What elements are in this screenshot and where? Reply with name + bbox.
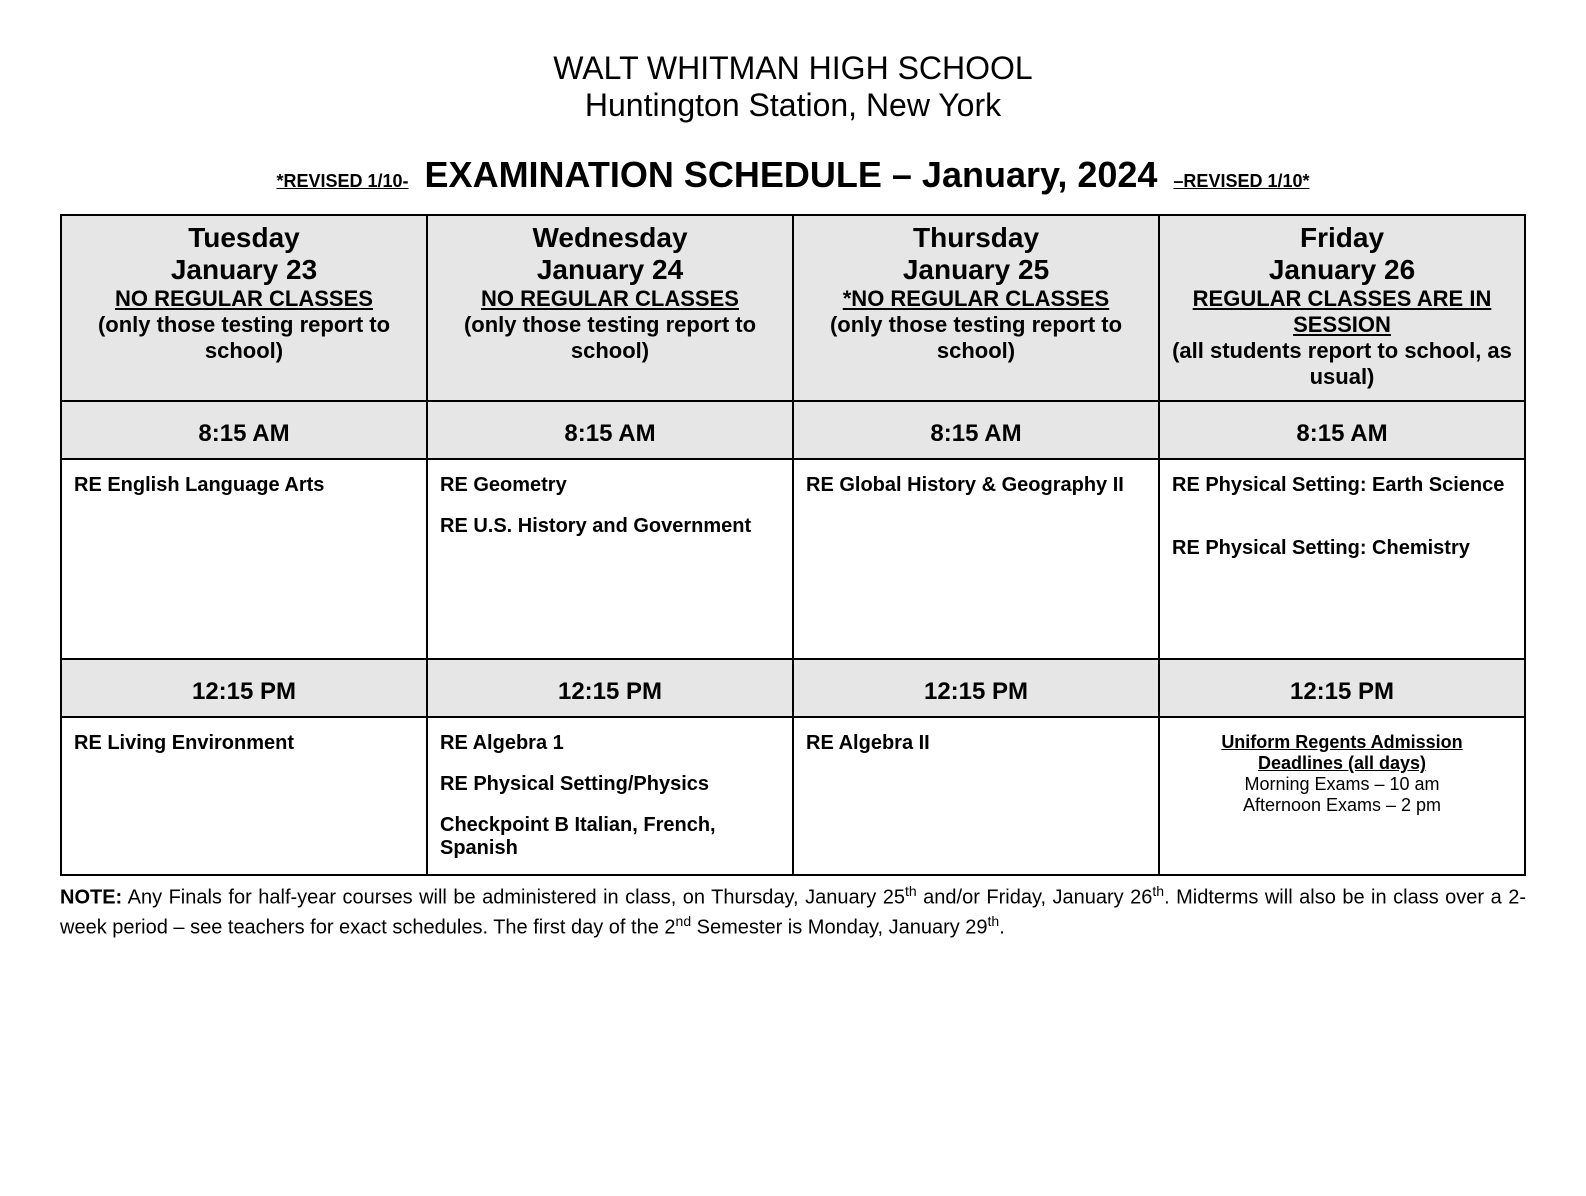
- time-cell: 12:15 PM: [61, 659, 427, 717]
- school-location: Huntington Station, New York: [60, 87, 1526, 124]
- note-sup: th: [988, 913, 1000, 929]
- day-header: Thursday January 25: [793, 215, 1159, 286]
- exam-cell: RE Physical Setting: Earth Science RE Ph…: [1159, 459, 1525, 659]
- day-header: Tuesday January 23: [61, 215, 427, 286]
- status-headline: *NO REGULAR CLASSES: [804, 286, 1148, 312]
- deadline-line: Afternoon Exams – 2 pm: [1172, 795, 1512, 816]
- day-date: January 26: [1269, 254, 1415, 285]
- footer-note: NOTE: Any Finals for half-year courses w…: [60, 882, 1526, 941]
- time-cell: 12:15 PM: [793, 659, 1159, 717]
- afternoon-time-row: 12:15 PM 12:15 PM 12:15 PM 12:15 PM: [61, 659, 1525, 717]
- status-cell: NO REGULAR CLASSES (only those testing r…: [61, 286, 427, 401]
- exam-item: RE Algebra II: [806, 732, 1146, 755]
- exam-item: RE Physical Setting: Earth Science: [1172, 474, 1512, 497]
- exam-cell: RE Algebra II: [793, 717, 1159, 875]
- status-cell: NO REGULAR CLASSES (only those testing r…: [427, 286, 793, 401]
- deadline-line: Uniform Regents Admission: [1172, 732, 1512, 753]
- school-name: WALT WHITMAN HIGH SCHOOL: [60, 50, 1526, 87]
- morning-exam-row: RE English Language Arts RE Geometry RE …: [61, 459, 1525, 659]
- day-date: January 25: [903, 254, 1049, 285]
- status-sub: (only those testing report to school): [72, 312, 416, 364]
- exam-cell: RE English Language Arts: [61, 459, 427, 659]
- main-title: EXAMINATION SCHEDULE – January, 2024: [415, 154, 1168, 195]
- day-name: Thursday: [913, 222, 1039, 253]
- status-sub: (only those testing report to school): [804, 312, 1148, 364]
- note-text: Semester is Monday, January 29: [691, 916, 987, 938]
- status-headline: NO REGULAR CLASSES: [438, 286, 782, 312]
- status-headline: NO REGULAR CLASSES: [72, 286, 416, 312]
- note-sup: nd: [676, 913, 692, 929]
- note-text: Any Finals for half-year courses will be…: [122, 887, 905, 909]
- revised-tag-left: *REVISED 1/10-: [276, 171, 408, 191]
- note-text: .: [999, 916, 1005, 938]
- time-cell: 12:15 PM: [1159, 659, 1525, 717]
- time-cell: 8:15 AM: [793, 401, 1159, 459]
- exam-item: RE Algebra 1: [440, 732, 780, 755]
- document-title: *REVISED 1/10- EXAMINATION SCHEDULE – Ja…: [60, 154, 1526, 196]
- day-header-row: Tuesday January 23 Wednesday January 24 …: [61, 215, 1525, 286]
- exam-cell: RE Global History & Geography II: [793, 459, 1159, 659]
- morning-time-row: 8:15 AM 8:15 AM 8:15 AM 8:15 AM: [61, 401, 1525, 459]
- deadline-line: Deadlines (all days): [1172, 753, 1512, 774]
- exam-cell: RE Algebra 1 RE Physical Setting/Physics…: [427, 717, 793, 875]
- deadline-line: Morning Exams – 10 am: [1172, 774, 1512, 795]
- exam-item: RE Physical Setting: Chemistry: [1172, 537, 1512, 560]
- status-sub: (all students report to school, as usual…: [1170, 338, 1514, 390]
- status-row: NO REGULAR CLASSES (only those testing r…: [61, 286, 1525, 401]
- day-header: Wednesday January 24: [427, 215, 793, 286]
- time-cell: 8:15 AM: [427, 401, 793, 459]
- schedule-table: Tuesday January 23 Wednesday January 24 …: [60, 214, 1526, 876]
- status-headline: REGULAR CLASSES ARE IN SESSION: [1170, 286, 1514, 338]
- exam-item: RE Physical Setting/Physics: [440, 773, 780, 796]
- day-name: Friday: [1300, 222, 1384, 253]
- deadline-cell: Uniform Regents Admission Deadlines (all…: [1159, 717, 1525, 875]
- day-name: Wednesday: [532, 222, 687, 253]
- time-cell: 8:15 AM: [61, 401, 427, 459]
- day-name: Tuesday: [188, 222, 300, 253]
- note-sup: th: [905, 883, 917, 899]
- exam-item: Checkpoint B Italian, French, Spanish: [440, 814, 780, 860]
- note-label: NOTE:: [60, 887, 122, 909]
- day-date: January 23: [171, 254, 317, 285]
- time-cell: 12:15 PM: [427, 659, 793, 717]
- afternoon-exam-row: RE Living Environment RE Algebra 1 RE Ph…: [61, 717, 1525, 875]
- exam-item: RE Geometry: [440, 474, 780, 497]
- exam-item: RE Global History & Geography II: [806, 474, 1146, 497]
- exam-cell: RE Living Environment: [61, 717, 427, 875]
- exam-item: RE U.S. History and Government: [440, 515, 780, 538]
- exam-item: RE Living Environment: [74, 732, 414, 755]
- day-date: January 24: [537, 254, 683, 285]
- day-header: Friday January 26: [1159, 215, 1525, 286]
- note-text: and/or Friday, January 26: [917, 887, 1153, 909]
- status-sub: (only those testing report to school): [438, 312, 782, 364]
- revised-tag-right: –REVISED 1/10*: [1173, 171, 1309, 191]
- time-cell: 8:15 AM: [1159, 401, 1525, 459]
- note-sup: th: [1152, 883, 1164, 899]
- status-cell: REGULAR CLASSES ARE IN SESSION (all stud…: [1159, 286, 1525, 401]
- status-cell: *NO REGULAR CLASSES (only those testing …: [793, 286, 1159, 401]
- exam-cell: RE Geometry RE U.S. History and Governme…: [427, 459, 793, 659]
- document-header: WALT WHITMAN HIGH SCHOOL Huntington Stat…: [60, 50, 1526, 124]
- exam-item: RE English Language Arts: [74, 474, 414, 497]
